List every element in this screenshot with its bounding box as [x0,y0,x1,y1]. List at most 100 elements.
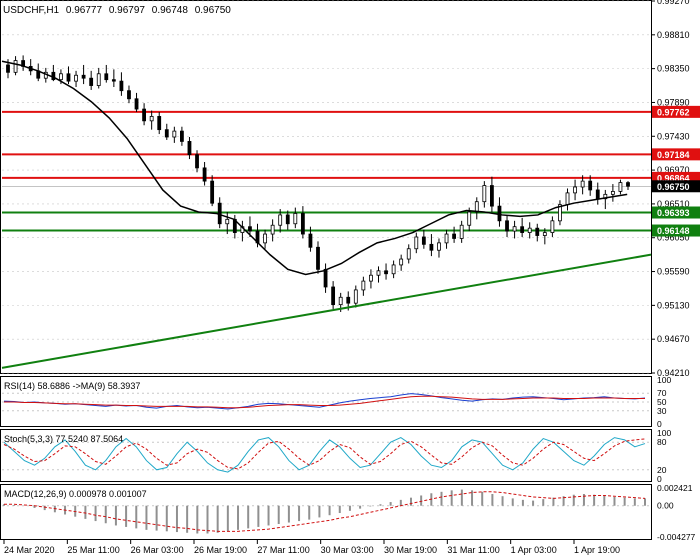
macd-tick-label: -0.004277 [657,532,696,542]
price-tick-label: 0.94670 [657,334,690,344]
candle-body [157,116,162,131]
candle-body [497,205,502,222]
candle-body [353,289,358,304]
price-tag-label: 0.96148 [657,226,690,236]
price-tag-label: 0.97184 [657,150,690,160]
stoch-tick-label: 0 [657,474,662,484]
candle-body [127,90,131,100]
candle-body [610,191,615,195]
price-tag-label: 0.96393 [657,208,690,218]
candle-body [331,286,336,306]
candle-body [74,74,78,82]
candle-body [6,64,10,73]
candle-body [263,233,267,244]
price-tag-box [652,180,700,193]
candle-body [225,218,230,225]
rsi-tick-label: 100 [657,375,671,385]
candle-body [195,154,199,169]
stoch-k-line [3,437,646,473]
open-value: 0.96777 [66,5,103,16]
candle-body [81,74,86,79]
candle-body [558,204,562,222]
rsi-tick-label: 50 [657,397,667,407]
price-tag-label: 0.96864 [657,173,690,183]
candle-body [316,246,320,270]
candle-body [474,201,479,213]
candle-body [248,226,252,232]
stoch-tick-label: 100 [657,428,671,438]
candle-body [391,264,396,275]
time-tick-label: 30 Mar 19:00 [384,545,437,555]
candle-body [429,243,434,251]
close-value: 0.96750 [195,5,232,16]
price-tag-box [652,224,700,237]
candle-body [603,193,608,200]
candle-body [512,226,517,232]
rsi-tick-label: 0 [657,419,662,429]
candle-body [278,214,283,226]
price-tag-label: 0.97762 [657,107,690,117]
candle-body [406,248,411,260]
time-tick-label: 25 Mar 11:00 [67,545,119,555]
time-tick-label: 24 Mar 2020 [4,545,55,555]
macd-label: MACD(12,26,9) 0.000978 0.001007 [4,489,147,499]
candle-body [467,211,472,226]
candle-body [565,192,570,206]
price-tag-box [652,206,700,219]
candle-body [134,98,139,110]
candle-body [361,280,366,291]
candle-body [421,236,426,245]
candle-body [384,270,388,275]
rsi-tick-label: 30 [657,406,667,416]
candle-body [172,130,177,138]
macd-signal-line [4,491,646,532]
support-resistance-levels [2,110,651,232]
candle-body [142,108,146,122]
candle-body [111,79,116,82]
candle-body [505,220,509,232]
candle-body [338,296,343,306]
main-price-gridlines [2,0,651,374]
candle-body [459,224,464,239]
price-tick-label: 0.97890 [657,97,690,107]
price-tag-box [652,105,700,118]
macd-indicator: 0.002421 0.00 -0.004277 [2,483,696,542]
moving-average-line [1,60,628,276]
time-tick-label: 1 Apr 03:00 [511,545,557,555]
macd-tick-label: 0.00 [657,501,674,511]
candle-body [210,180,215,204]
candle-body [59,73,63,81]
candle-body [618,182,623,192]
main-pane-frame [0,0,652,374]
rsi-line [3,393,646,410]
price-tag-label: 0.96750 [657,182,690,192]
macd-pane-frame [0,484,652,540]
candle-body [595,189,600,200]
time-tick-label: 30 Mar 03:00 [321,545,374,555]
candle-body [369,274,373,282]
time-tick-label: 26 Mar 03:00 [131,545,184,555]
candle-body [399,258,404,266]
price-tick-label: 0.95590 [657,267,690,277]
candle-body [270,224,275,235]
candle-body [588,180,593,191]
time-axis: 24 Mar 2020 25 Mar 11:00 26 Mar 03:00 26 Ma… [3,540,620,555]
price-tick-label: 0.96510 [657,199,690,209]
candle-body [308,233,313,248]
stoch-tick-label: 80 [657,437,667,447]
candle-body [437,242,441,251]
stoch-d-line [3,438,646,470]
candle-body [119,80,124,92]
candle-body [300,213,305,235]
candle-body [444,233,449,244]
candle-body [527,227,532,233]
symbol-label: USDCHF,H1 [3,5,60,16]
high-value: 0.96797 [109,5,146,16]
time-tick-label: 1 Apr 19:00 [574,545,620,555]
price-tick-label: 0.98350 [657,64,690,74]
candle-body [414,236,419,250]
candle-body [542,232,547,236]
